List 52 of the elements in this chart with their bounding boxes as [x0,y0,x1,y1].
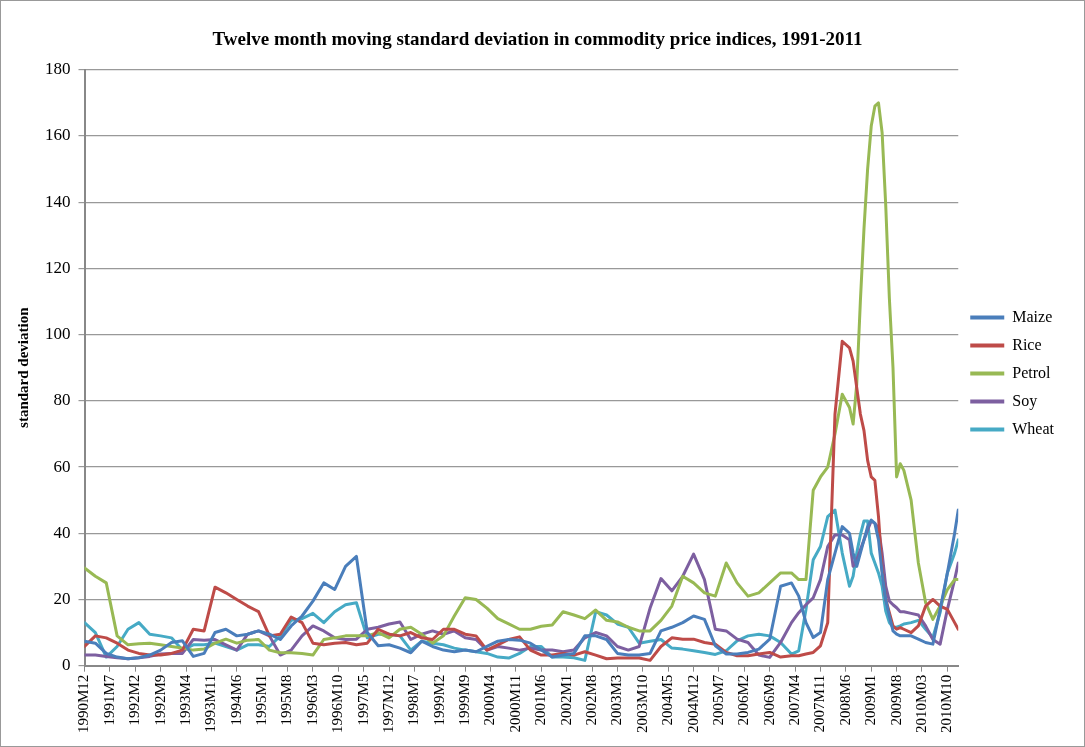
x-tick-label: 1993M4 [176,674,193,726]
x-tick-label: 1996M10 [329,674,346,734]
x-tick-label: 1993M11 [202,674,219,733]
x-tick-label: 1995M1 [253,674,270,726]
legend-label: Rice [1012,335,1042,353]
x-tick-label: 1992M9 [151,674,168,726]
x-tick-label: 1999M2 [430,674,447,726]
x-tick-label: 2010M03 [912,674,929,734]
x-tick-label: 2008M6 [836,674,853,726]
x-tick-label: 1996M3 [303,674,320,726]
y-tick-label: 20 [53,588,71,608]
y-tick-label: 60 [53,456,71,476]
y-tick-label: 180 [45,59,71,79]
x-tick-label: 2010M10 [938,674,955,734]
y-tick-label: 80 [53,390,71,410]
x-tick-label: 2007M11 [811,674,828,733]
x-tick-label: 1990M12 [75,674,92,734]
x-tick-label: 2003M3 [608,674,625,726]
x-tick-label: 2009M1 [862,674,879,726]
x-tick-label: 2000M4 [481,674,498,726]
x-tick-label: 2004M12 [684,674,701,734]
x-tick-label: 1994M6 [227,674,244,726]
x-tick-label: 2009M8 [887,674,904,726]
x-tick-label: 2000M11 [506,674,523,733]
legend-label: Wheat [1012,419,1055,437]
x-tick-label: 1997M5 [354,674,371,726]
y-tick-label: 0 [62,655,71,675]
x-tick-label: 1991M7 [100,674,117,726]
y-axis-title: standard deviation [14,306,31,428]
x-tick-label: 1998M7 [405,674,422,726]
y-tick-label: 160 [45,125,71,145]
chart-title: Twelve month moving standard deviation in commodity price indices, 1991-2011 [212,28,863,50]
legend-label: Petrol [1012,363,1052,381]
x-tick-label: 2005M7 [709,674,726,726]
x-tick-label: 2002M8 [583,674,600,726]
x-tick-label: 2004M5 [659,674,676,726]
x-tick-label: 1997M12 [379,674,396,734]
x-tick-label: 1995M8 [278,674,295,726]
x-tick-label: 2001M6 [532,674,549,726]
x-tick-label: 2003M10 [633,674,650,734]
x-tick-label: 2002M1 [557,674,574,726]
legend-label: Soy [1012,391,1038,410]
y-tick-label: 40 [53,522,71,542]
x-tick-label: 1992M2 [126,674,143,726]
y-tick-label: 100 [45,324,71,344]
x-tick-label: 1999M9 [456,674,473,726]
y-tick-label: 120 [45,257,71,277]
x-tick-label: 2006M9 [760,674,777,726]
y-tick-label: 140 [45,191,71,211]
legend-label: Maize [1012,307,1053,325]
x-tick-label: 2007M4 [786,674,803,726]
x-tick-label: 2006M2 [735,674,752,726]
